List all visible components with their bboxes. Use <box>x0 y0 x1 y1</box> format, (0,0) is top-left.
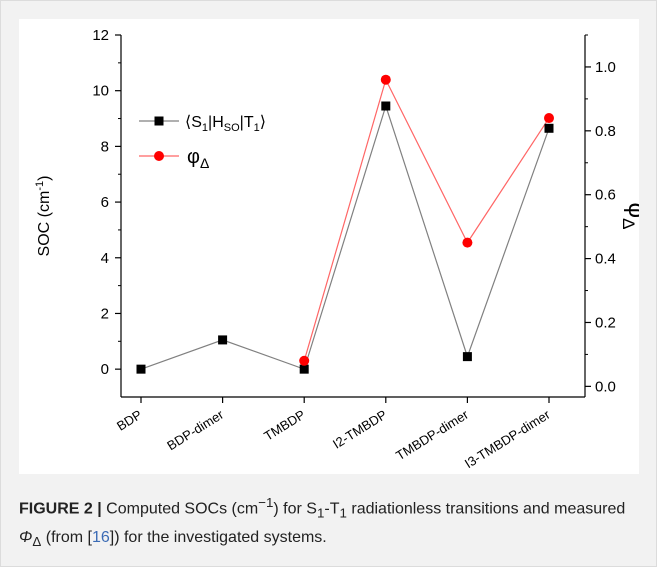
left-tick-label: 10 <box>92 83 109 100</box>
y-axis-left-title: SOC (cm-1) <box>34 176 53 257</box>
soc-square-marker <box>218 335 228 345</box>
legend-soc-label: ⟨S1|HSO|T1⟩ <box>185 114 266 134</box>
right-tick-label: 0.6 <box>595 187 616 204</box>
caption-sub-2: 1 <box>339 505 347 521</box>
caption-text-1: Computed SOCs (cm <box>101 500 259 518</box>
legend-soc-marker <box>154 116 164 126</box>
caption-sub-3: Δ <box>32 533 42 549</box>
left-tick-label: 6 <box>101 194 109 211</box>
phi-delta-line <box>303 78 550 361</box>
caption-text-3: -T <box>324 500 340 518</box>
soc-square-marker <box>462 352 472 362</box>
caption-text-2: ) for S <box>273 500 317 518</box>
y-axis-right-title: φΔ <box>619 203 639 230</box>
caption-figure-label: FIGURE 2 | <box>19 500 102 518</box>
soc-chart: 0 2 4 6 8 10 12 0.0 0.2 0.4 0.6 0.8 1.0 BDP BDP-dimer T… <box>34 27 650 471</box>
right-tick-label: 0.0 <box>595 378 616 395</box>
phi-delta-circle-marker <box>462 237 473 248</box>
axis-titles: SOC (cm-1) φΔ <box>34 176 650 257</box>
left-tick-label: 2 <box>101 305 109 322</box>
caption-text-4: radiationless transitions and measured <box>346 500 626 518</box>
right-tick-label: 0.2 <box>595 314 616 331</box>
axes-group: 0 2 4 6 8 10 12 0.0 0.2 0.4 0.6 0.8 1.0 BDP BDP-dimer T… <box>92 27 616 471</box>
caption-text-6: ]) for the investigated systems. <box>109 528 327 546</box>
soc-square-marker <box>136 364 146 374</box>
right-tick-label: 0.4 <box>595 251 616 268</box>
x-tick-label: BDP-dimer <box>164 406 226 453</box>
plot-panel: 0 2 4 6 8 10 12 0.0 0.2 0.4 0.6 0.8 1.0 BDP BDP-dimer T… <box>19 19 650 474</box>
phi-delta-circle-marker <box>380 74 391 85</box>
right-tick-label: 0.8 <box>595 123 616 140</box>
legend-phi-label: φΔ <box>187 146 209 171</box>
caption-sub-1: 1 <box>316 505 325 521</box>
soc-square-marker <box>544 123 554 133</box>
x-tick-label: TMBDP <box>261 407 308 444</box>
caption-phi-symbol: Φ <box>19 528 33 546</box>
legend-phi-marker <box>154 151 164 161</box>
x-tick-label: TMBDP-dimer <box>393 406 471 463</box>
caption-reference-link[interactable]: 16 <box>91 528 110 546</box>
x-tick-label: BDP <box>114 407 145 434</box>
caption-text-5: (from [ <box>41 528 92 546</box>
phi-delta-circle-marker <box>544 113 554 124</box>
left-tick-label: 0 <box>101 361 109 378</box>
x-tick-label: I3-TMBDP-dimer <box>462 406 553 471</box>
phi-delta-circle-marker <box>299 355 310 366</box>
soc-square-marker <box>299 364 309 374</box>
figure-caption: FIGURE 2 | Computed SOCs (cm−1) for S1-T… <box>19 491 639 554</box>
right-tick-label: 1.0 <box>595 59 616 76</box>
soc-square-marker <box>381 101 391 111</box>
left-tick-label: 8 <box>101 138 109 155</box>
left-tick-label: 12 <box>92 27 109 44</box>
left-tick-label: 4 <box>101 250 109 267</box>
x-tick-label: I2-TMBDP <box>330 407 389 452</box>
caption-sup-1: −1 <box>258 495 274 510</box>
legend: ⟨S1|HSO|T1⟩ φΔ <box>139 114 266 171</box>
series-layer <box>136 74 554 374</box>
soc-line <box>140 104 550 370</box>
